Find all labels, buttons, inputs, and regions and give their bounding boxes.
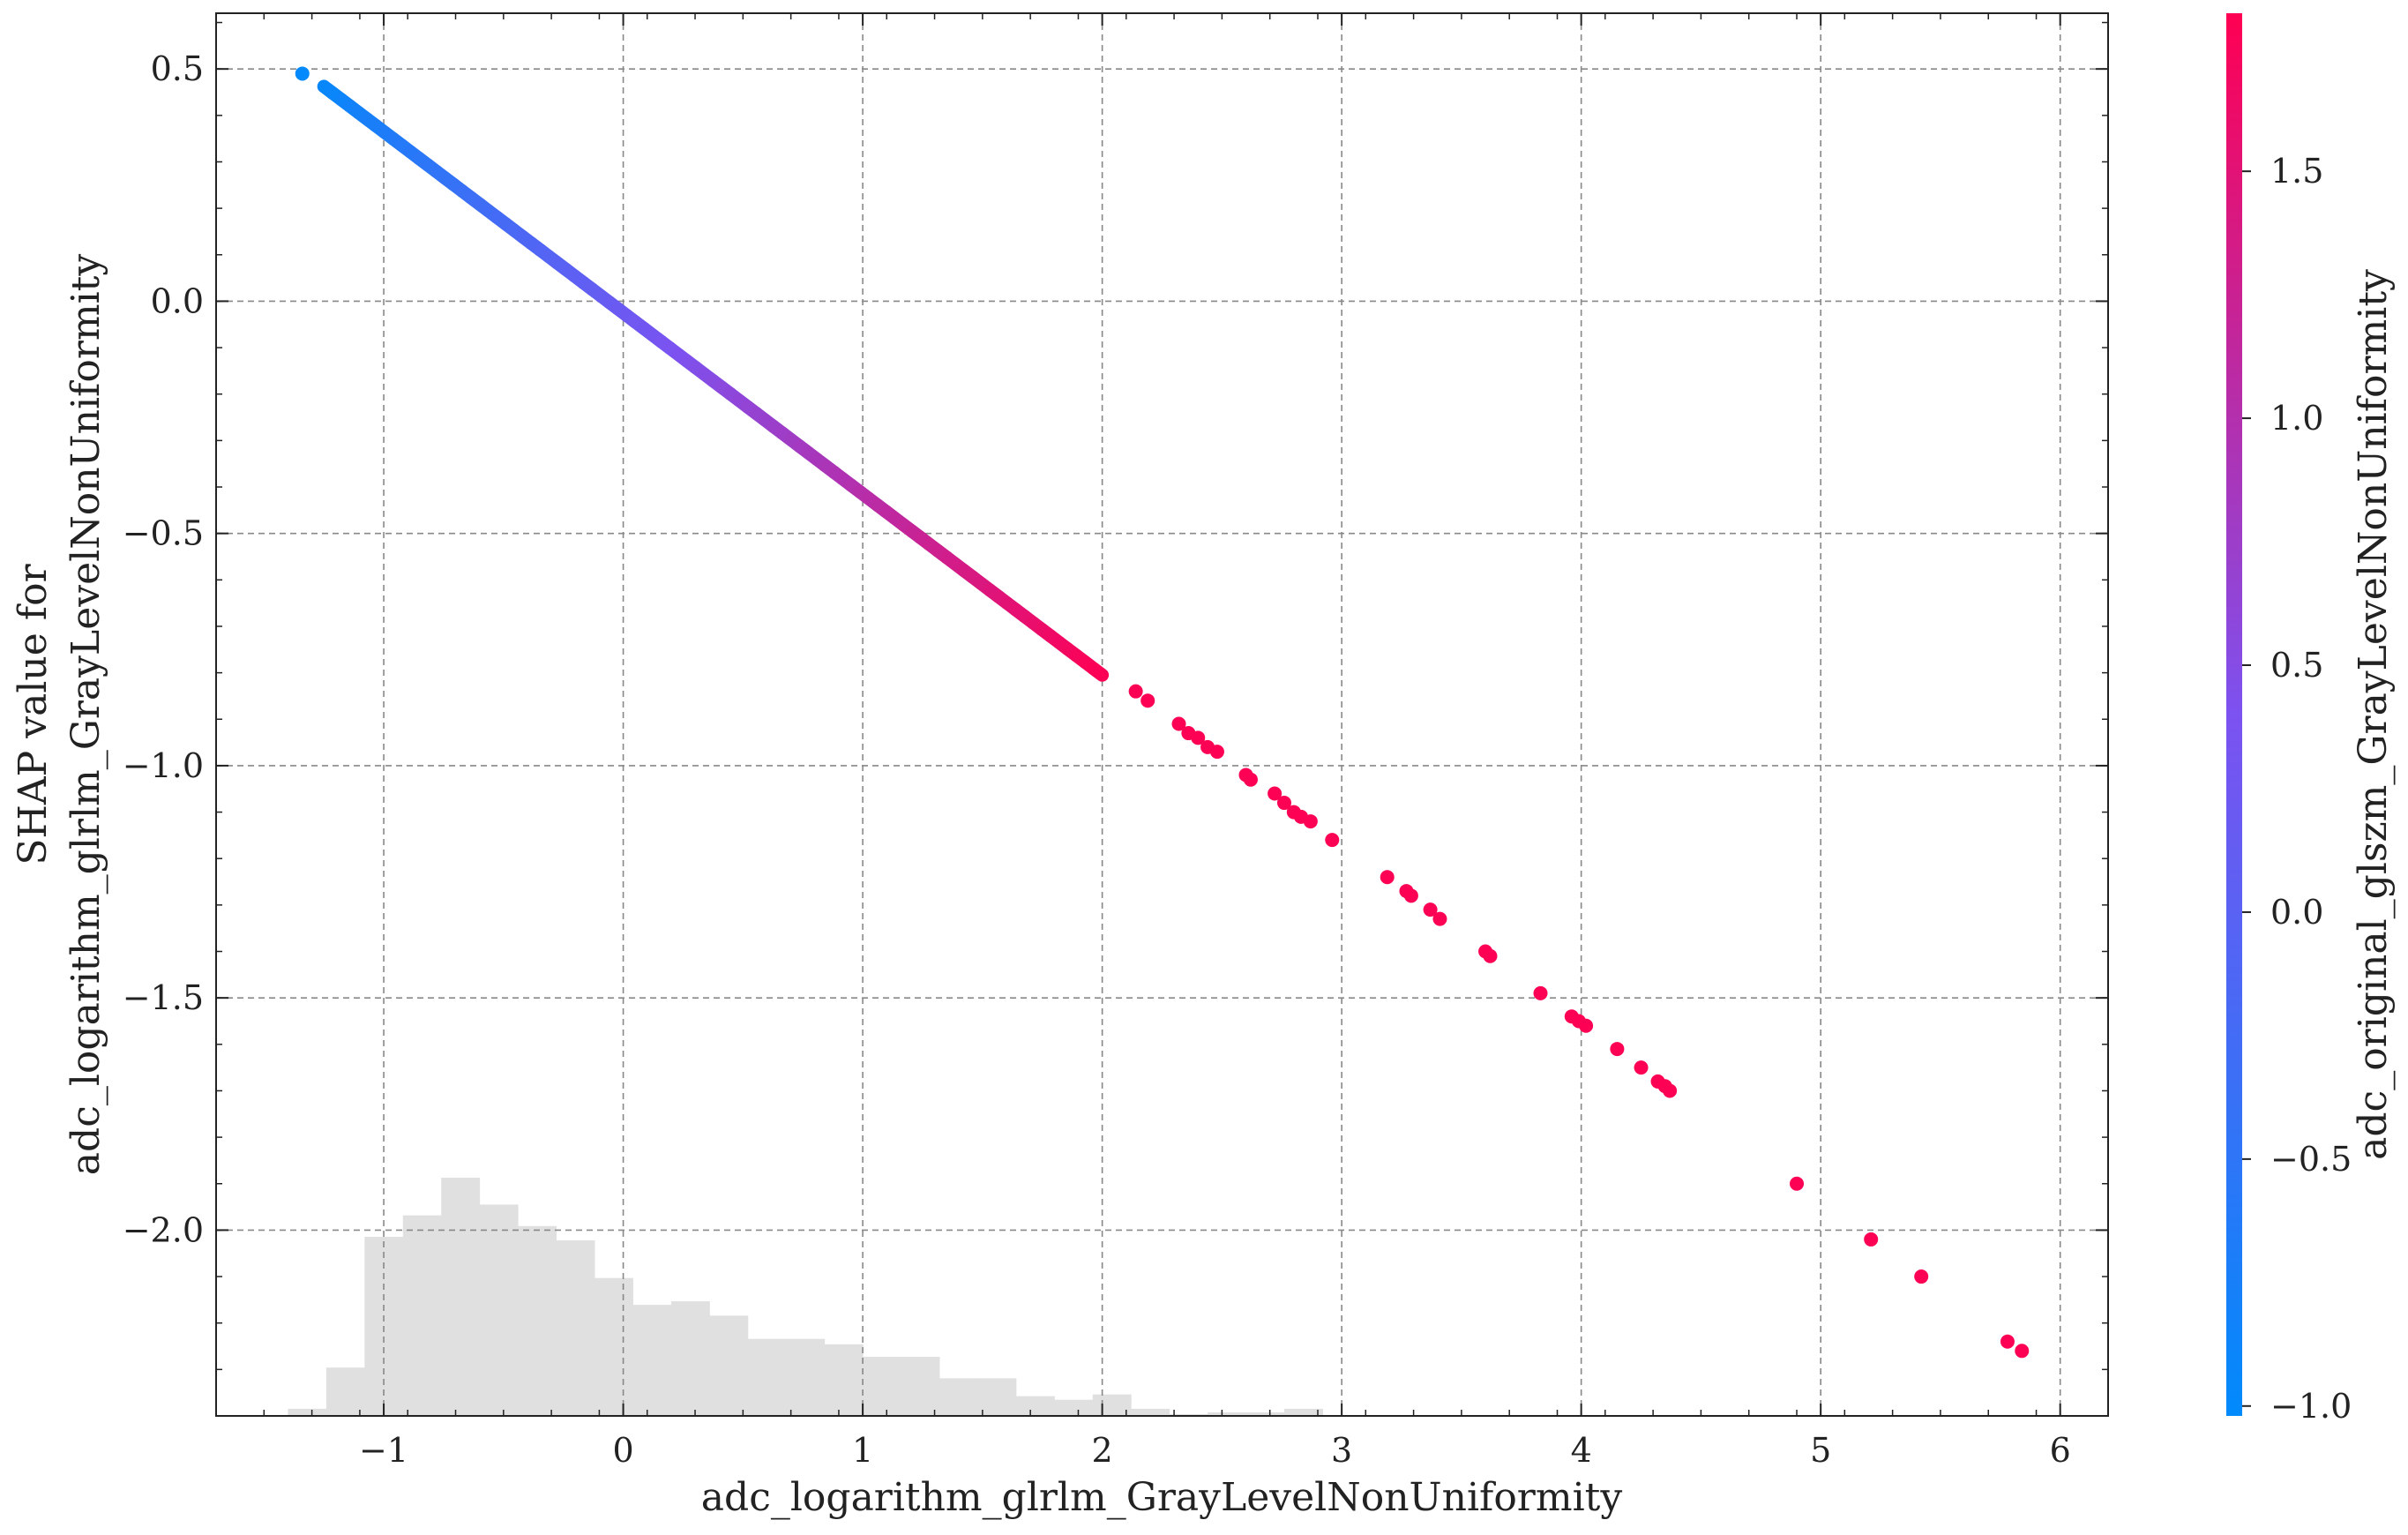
colorbar-tick-label: 0.0 bbox=[2270, 893, 2323, 932]
histogram-bar bbox=[402, 1215, 442, 1416]
y-tick-label: −1.0 bbox=[123, 746, 204, 785]
histogram-bar bbox=[1245, 1411, 1285, 1416]
plot-frame bbox=[215, 12, 2109, 1417]
histogram-bar bbox=[479, 1204, 519, 1416]
histogram-bar bbox=[632, 1305, 672, 1416]
histogram-bar bbox=[670, 1301, 710, 1416]
y-tick-label: 0.5 bbox=[151, 49, 204, 88]
data-point bbox=[2015, 1344, 2030, 1359]
data-point bbox=[1423, 902, 1438, 917]
grid-lines bbox=[216, 13, 2108, 1416]
data-points bbox=[295, 66, 2030, 1359]
x-tick-label: 1 bbox=[852, 1431, 873, 1470]
histogram-bar bbox=[1054, 1399, 1094, 1416]
x-tick-label: −1 bbox=[359, 1431, 408, 1470]
x-axis-label: adc_logarithm_glrlm_GrayLevelNonUniformi… bbox=[701, 1475, 1623, 1520]
colorbar bbox=[2226, 13, 2242, 1416]
colorbar-ticks: 1.5 1.0 0.5 0.0 −0.5 −1.0 bbox=[2242, 152, 2352, 1426]
data-point bbox=[1380, 870, 1395, 885]
data-point bbox=[1634, 1060, 1649, 1075]
histogram-bar bbox=[556, 1240, 595, 1416]
colorbar-tick-label: −0.5 bbox=[2270, 1140, 2352, 1179]
histogram-bar bbox=[325, 1367, 365, 1416]
data-point bbox=[1790, 1176, 1805, 1191]
data-point bbox=[1171, 716, 1186, 731]
data-point bbox=[2000, 1334, 2015, 1349]
histogram-bar bbox=[595, 1277, 633, 1416]
data-point bbox=[1140, 693, 1155, 708]
data-point bbox=[1864, 1232, 1879, 1247]
histogram-bar bbox=[709, 1315, 749, 1416]
histogram-bar bbox=[1283, 1408, 1323, 1416]
histogram-bar bbox=[518, 1225, 557, 1416]
y-tick-label: −2.0 bbox=[123, 1210, 204, 1249]
data-line-segment bbox=[1087, 662, 1110, 682]
histogram-bar bbox=[977, 1378, 1017, 1416]
tick-labels: −1 0 1 2 3 4 5 6 0.5 0.0 −0.5 −1.0 −1.5 −2.0 bbox=[123, 49, 2071, 1470]
histogram-bar bbox=[288, 1408, 327, 1416]
data-point bbox=[1243, 772, 1258, 787]
y-tick-label: −0.5 bbox=[123, 514, 204, 553]
histogram-bar bbox=[1092, 1394, 1132, 1416]
data-point bbox=[1325, 833, 1340, 848]
histogram-bar bbox=[863, 1357, 902, 1416]
histogram-bar bbox=[939, 1378, 978, 1416]
histogram-bar bbox=[747, 1338, 787, 1416]
x-tick-label: 3 bbox=[1331, 1431, 1352, 1470]
x-tick-label: 6 bbox=[2050, 1431, 2071, 1470]
colorbar-tick-label: −1.0 bbox=[2270, 1387, 2352, 1426]
x-tick-label: 2 bbox=[1092, 1431, 1113, 1470]
data-point bbox=[1533, 985, 1548, 1000]
data-point bbox=[1303, 814, 1318, 829]
colorbar-label: adc_original_glszm_GrayLevelNonUniformit… bbox=[2351, 269, 2396, 1160]
histogram-bar bbox=[1169, 1413, 1208, 1416]
x-tick-label: 4 bbox=[1571, 1431, 1592, 1470]
data-point bbox=[1432, 911, 1447, 926]
data-point bbox=[1209, 745, 1224, 760]
axis-ticks bbox=[216, 13, 2108, 1416]
data-point bbox=[1579, 1018, 1594, 1033]
histogram-bar bbox=[901, 1357, 940, 1416]
y-tick-label: 0.0 bbox=[151, 281, 204, 320]
data-point bbox=[1914, 1269, 1929, 1284]
y-axis-label-line2: adc_logarithm_glrlm_GrayLevelNonUniformi… bbox=[64, 254, 108, 1176]
x-tick-label: 0 bbox=[612, 1431, 633, 1470]
histogram-bar bbox=[1208, 1411, 1247, 1416]
data-line bbox=[317, 79, 1110, 682]
data-point bbox=[1403, 888, 1418, 903]
data-point bbox=[1483, 948, 1498, 963]
data-point bbox=[295, 66, 310, 81]
histogram-bar bbox=[824, 1344, 864, 1416]
histogram-bar bbox=[1015, 1396, 1055, 1416]
histogram-bar bbox=[1131, 1408, 1170, 1416]
colorbar-tick-label: 1.0 bbox=[2270, 399, 2323, 438]
colorbar-tick-label: 0.5 bbox=[2270, 646, 2323, 685]
y-axis-label-line1: SHAP value for bbox=[11, 563, 56, 865]
x-tick-label: 5 bbox=[1810, 1431, 1831, 1470]
histogram-bar bbox=[441, 1178, 481, 1416]
data-point bbox=[1610, 1042, 1625, 1057]
data-point bbox=[1268, 786, 1283, 801]
data-point bbox=[1663, 1083, 1678, 1098]
histogram-bar bbox=[786, 1338, 826, 1416]
histogram bbox=[288, 1178, 1323, 1416]
colorbar-tick-label: 1.5 bbox=[2270, 152, 2323, 191]
data-point bbox=[1191, 730, 1206, 745]
data-point bbox=[1276, 796, 1291, 811]
data-point bbox=[1128, 684, 1143, 699]
y-tick-label: −1.5 bbox=[123, 978, 204, 1017]
